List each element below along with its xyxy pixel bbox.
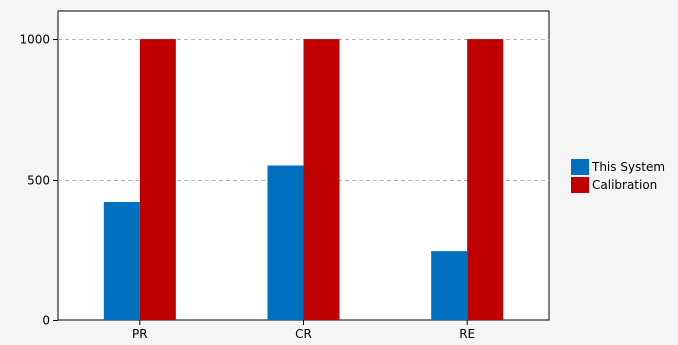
legend-swatch-calibration xyxy=(571,177,589,193)
bar-pr-this-system xyxy=(103,202,140,320)
legend-label-this-system: This System xyxy=(592,160,666,174)
bars xyxy=(103,39,504,320)
bar-cr-this-system xyxy=(267,165,304,320)
legend-item-this-system: This System xyxy=(571,158,665,176)
legend-item-calibration: Calibration xyxy=(571,176,665,194)
y-tick-label-1000: 1000 xyxy=(19,33,50,47)
bar-re-calibration xyxy=(467,39,504,320)
x-tick-label-cr: CR xyxy=(295,327,312,341)
bar-pr-calibration xyxy=(139,39,176,320)
bar-re-this-system xyxy=(431,251,468,320)
legend: This System Calibration xyxy=(571,158,665,194)
y-tick-label-0: 0 xyxy=(42,314,50,328)
y-tick-label-500: 500 xyxy=(27,174,50,188)
legend-swatch-this-system xyxy=(571,159,589,175)
y-axis: 0 500 1000 xyxy=(19,33,58,328)
bar-cr-calibration xyxy=(303,39,340,320)
x-axis: PR CR RE xyxy=(132,320,475,341)
x-tick-label-re: RE xyxy=(459,327,475,341)
legend-label-calibration: Calibration xyxy=(592,178,658,192)
x-tick-label-pr: PR xyxy=(132,327,148,341)
